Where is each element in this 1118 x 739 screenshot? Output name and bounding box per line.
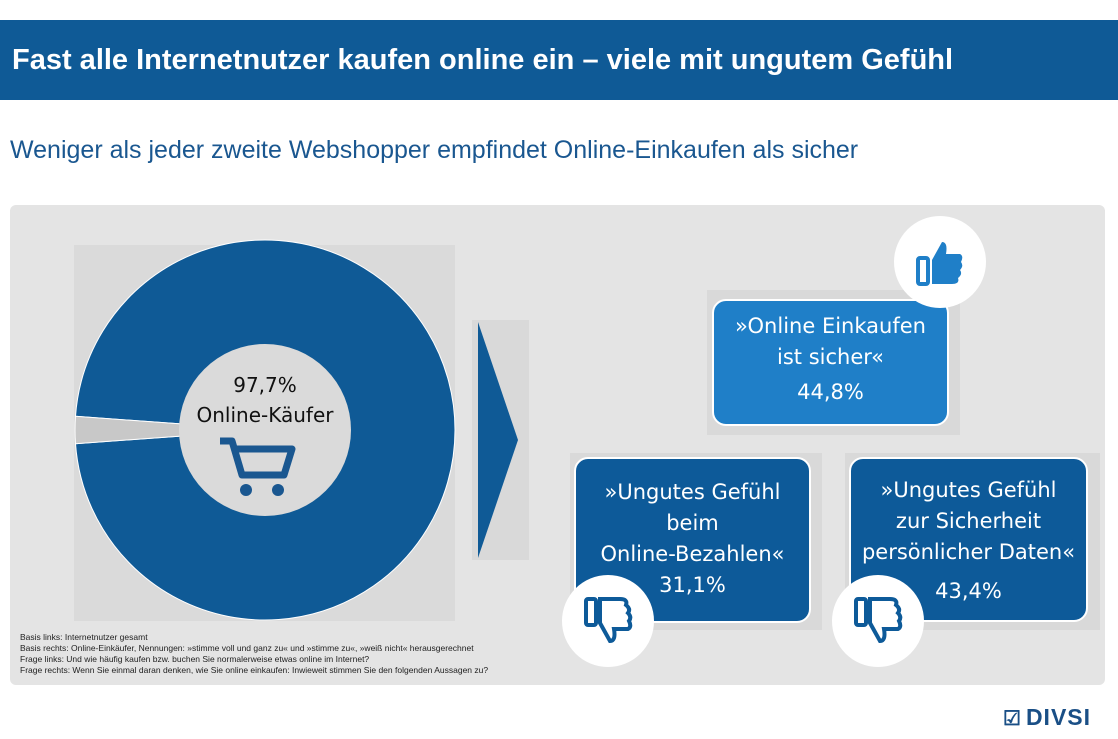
center-value: 97,7% xyxy=(233,373,297,397)
footnote: Frage links: Und wie häufig kaufen bzw. … xyxy=(20,654,370,664)
box-text: zur Sicherheit xyxy=(895,509,1042,533)
donut-hole xyxy=(179,344,351,516)
footnotes: Basis links: Internetnutzer gesamt Basis… xyxy=(20,632,488,676)
thumbs-up-circle xyxy=(894,216,986,308)
box-value: 44,8% xyxy=(797,380,864,404)
center-label: Online-Käufer xyxy=(196,403,334,427)
box-safe: »Online Einkaufen ist sicher« 44,8% xyxy=(712,299,949,426)
footnote: Frage rechts: Wenn Sie einmal daran denk… xyxy=(20,665,489,675)
thumbs-down-icon xyxy=(584,597,633,644)
donut-chart xyxy=(74,239,456,621)
footnote: Basis rechts: Online-Einkäufer, Nennunge… xyxy=(20,643,474,653)
box-value: 31,1% xyxy=(659,573,726,597)
footnote: Basis links: Internetnutzer gesamt xyxy=(20,632,148,642)
thumbs-down-circle xyxy=(832,575,924,667)
subtitle: Weniger als jeder zweite Webshopper empf… xyxy=(10,136,859,164)
box-text: persönlicher Daten« xyxy=(861,540,1076,564)
box-text: »Ungutes Gefühl xyxy=(880,478,1057,502)
thumbs-down-circle xyxy=(562,575,654,667)
box-text: »Online Einkaufen xyxy=(735,314,926,338)
box-value: 43,4% xyxy=(935,579,1002,603)
box-text: ist sicher« xyxy=(777,345,884,369)
title-bar: Fast alle Internetnutzer kaufen online e… xyxy=(0,20,1118,100)
thumbs-up-icon xyxy=(916,242,963,286)
donut-slice xyxy=(74,415,266,445)
box-payment: »Ungutes Gefühl beim Online-Bezahlen« 31… xyxy=(574,457,811,623)
box-data: »Ungutes Gefühl zur Sicherheit persönlic… xyxy=(849,457,1088,622)
box-text: Online-Bezahlen« xyxy=(600,542,785,566)
thumbs-down-icon xyxy=(854,597,903,644)
logo-text: DIVSI xyxy=(1025,704,1092,730)
box-text: »Ungutes Gefühl xyxy=(604,480,781,504)
logo: ☑ DIVSI xyxy=(1003,704,1091,731)
shopping-cart-icon xyxy=(220,437,296,496)
arrow-right-icon xyxy=(478,322,518,558)
box-text: beim xyxy=(666,511,719,535)
logo-icon: ☑ xyxy=(1003,708,1022,730)
